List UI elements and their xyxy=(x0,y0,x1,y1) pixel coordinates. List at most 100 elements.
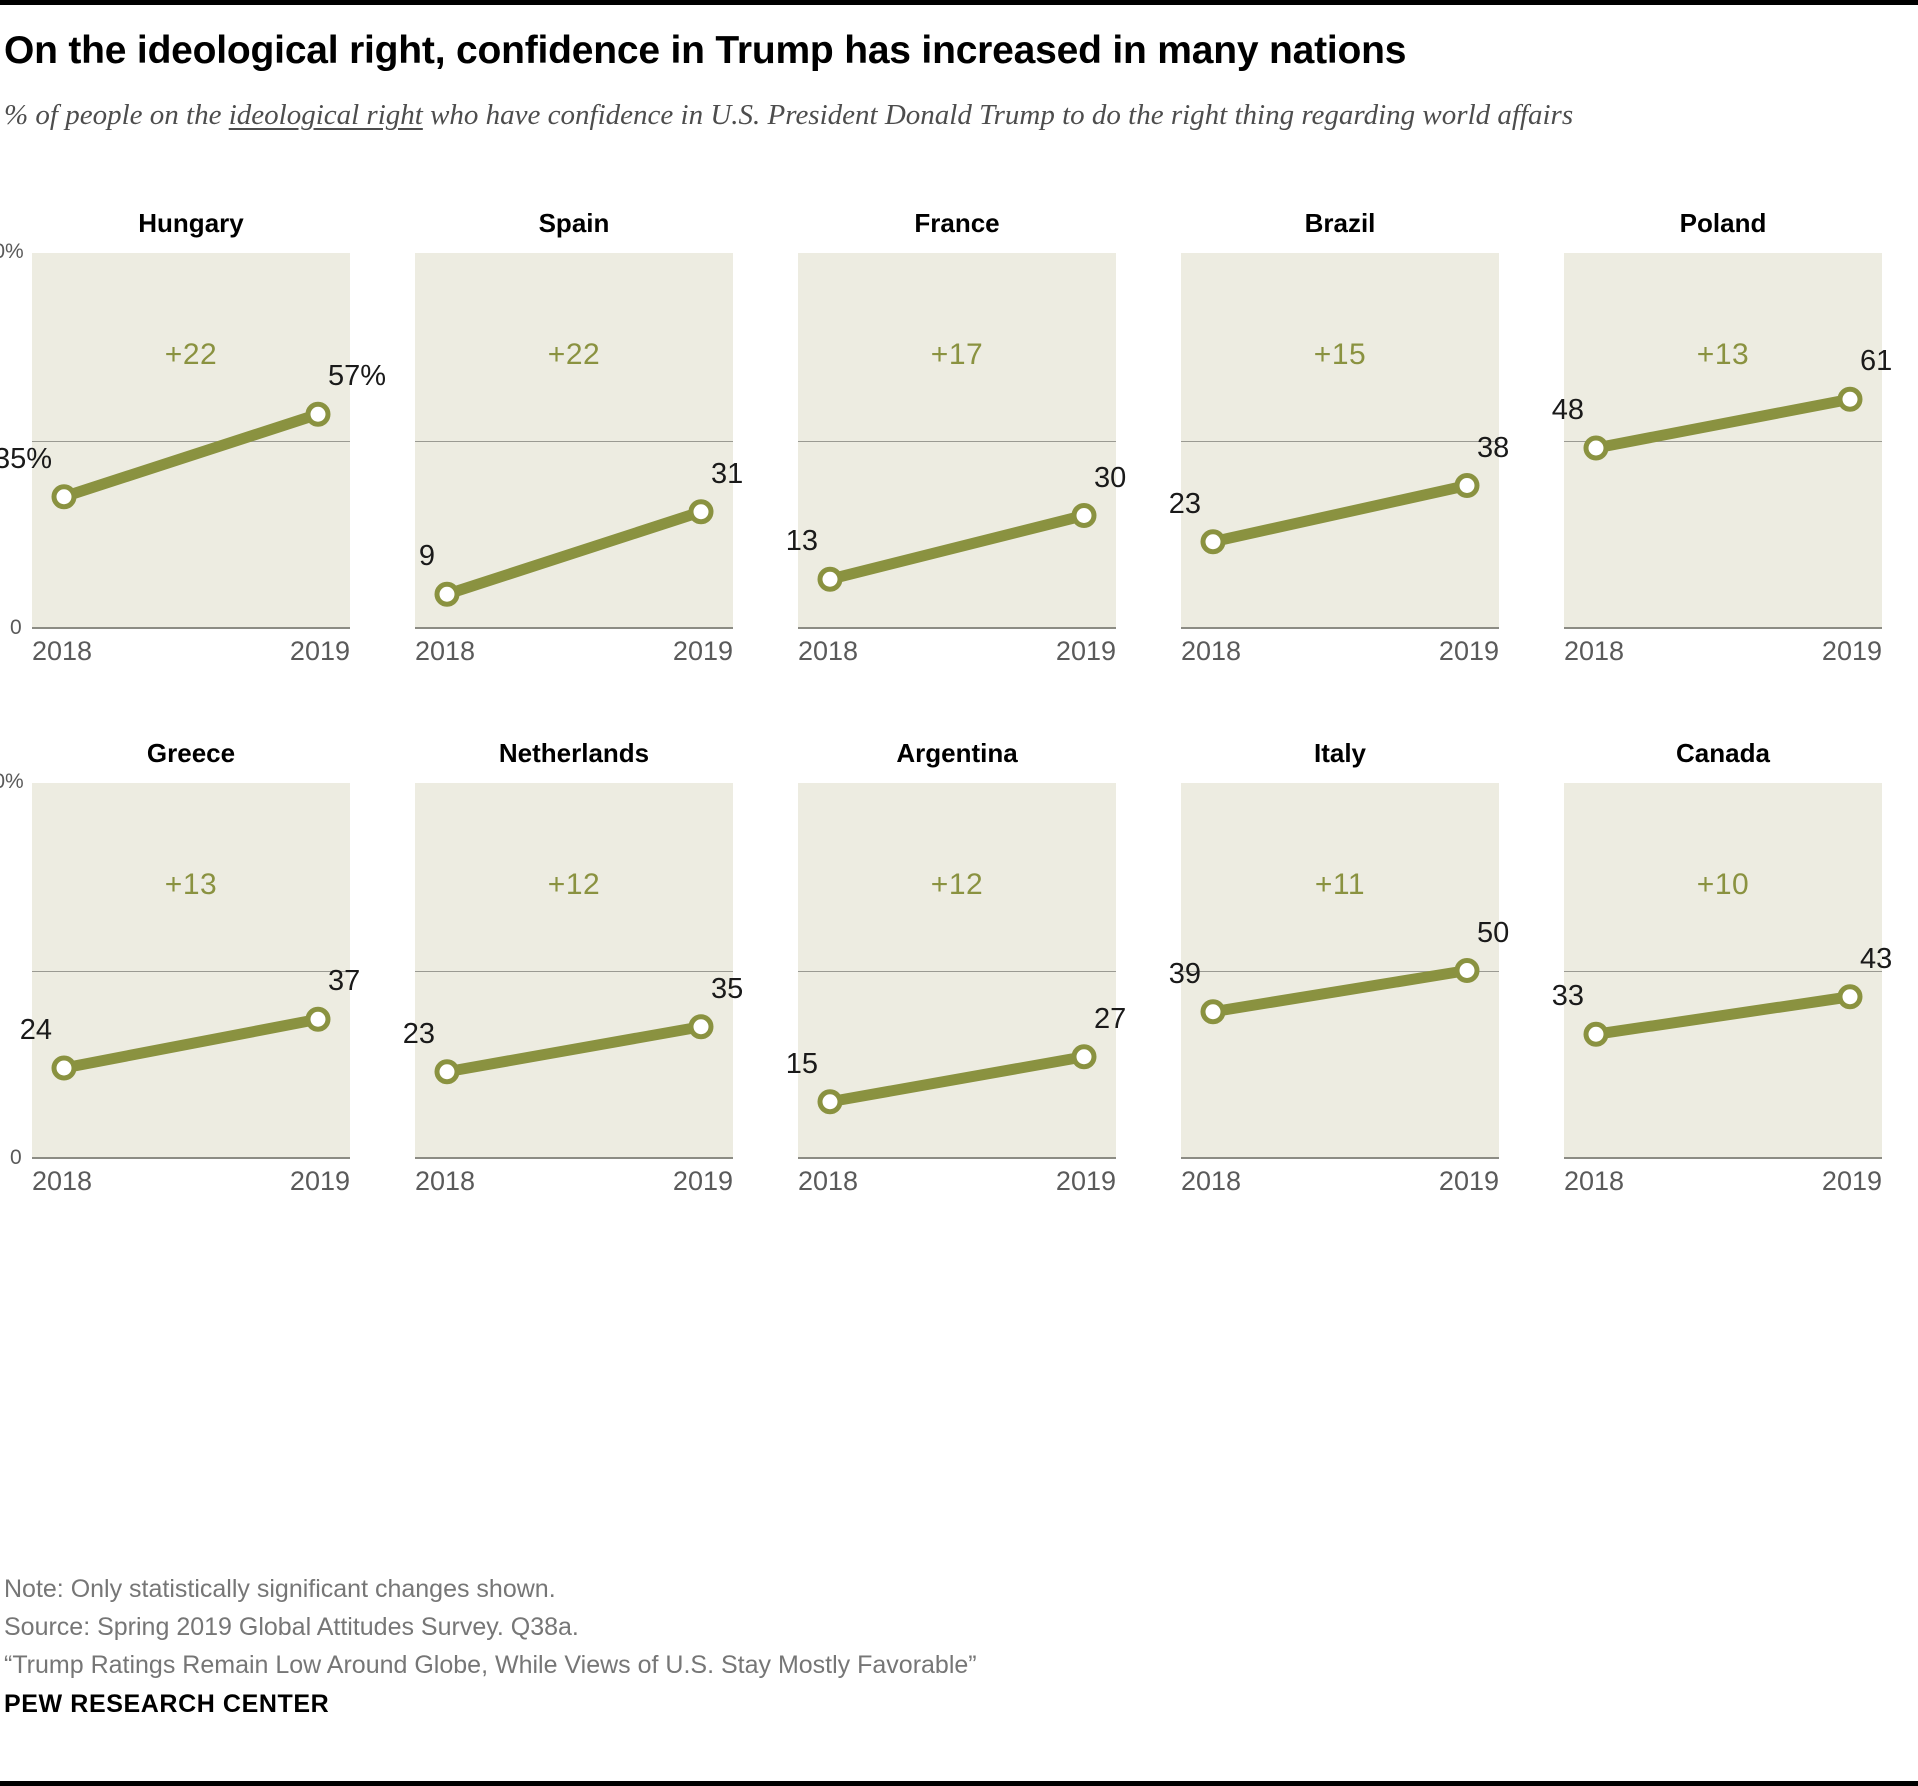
footer: Note: Only statistically significant cha… xyxy=(4,1570,1504,1684)
data-point-end xyxy=(305,401,331,427)
data-point-start xyxy=(51,1055,77,1081)
value-label-2019: 35 xyxy=(711,972,744,1005)
plot-area: +15 23 38 xyxy=(1169,253,1509,629)
change-annotation: +17 xyxy=(930,338,984,371)
chart-panel-france: France +17 13 30 2018 2019 xyxy=(786,200,1127,670)
x-axis-label-2019: 2019 xyxy=(672,1166,733,1196)
value-label-2018: 13 xyxy=(785,525,818,558)
panel-title-argentina: Argentina xyxy=(896,738,1018,768)
plot-area: +11 39 50 xyxy=(1169,783,1509,1159)
plot-area: +17 13 30 xyxy=(786,253,1126,629)
data-point-end xyxy=(1837,984,1863,1010)
change-annotation: +12 xyxy=(547,868,601,901)
chart-panel-netherlands: Netherlands +12 23 35 2018 2019 xyxy=(403,730,744,1200)
value-label-2018: 48 xyxy=(1551,394,1584,426)
plot-area: +12 23 35 xyxy=(403,783,743,1159)
gridline-50 xyxy=(415,970,733,972)
pew-research-center-brand: PEW RESEARCH CENTER xyxy=(4,1690,330,1718)
x-axis-baseline xyxy=(32,1157,350,1159)
plot-area: +22 9 31 xyxy=(415,253,743,629)
panel-title-hungary: Hungary xyxy=(138,208,244,238)
x-axis-baseline xyxy=(1181,627,1499,629)
plot-area: +13 48 61 xyxy=(1552,253,1892,629)
data-point-end xyxy=(1071,1044,1097,1070)
value-label-2018: 15 xyxy=(785,1047,818,1080)
value-label-2019: 61 xyxy=(1860,345,1893,378)
x-axis-label-2019: 2019 xyxy=(1055,636,1116,666)
x-axis-baseline xyxy=(798,1157,1116,1159)
x-axis-label-2019: 2019 xyxy=(289,636,350,666)
trend-line xyxy=(1200,958,1480,1025)
trend-line xyxy=(817,1044,1097,1115)
value-label-2018: 9 xyxy=(418,540,435,573)
value-label-2018: 23 xyxy=(402,1017,435,1050)
y-axis-label-0: 0 xyxy=(10,1146,22,1169)
chart-panel-canada: Canada +10 33 43 2018 2019 xyxy=(1552,730,1893,1200)
panel-title-spain: Spain xyxy=(538,208,610,238)
chart-panel-poland: Poland +13 48 61 2018 2019 xyxy=(1552,200,1893,670)
trend-line xyxy=(1200,473,1480,555)
change-annotation: +22 xyxy=(547,338,601,371)
data-point-start xyxy=(434,581,460,607)
x-axis-label-2018: 2018 xyxy=(798,636,859,666)
value-label-2019: 31 xyxy=(711,457,744,490)
panel-title-canada: Canada xyxy=(1676,738,1770,768)
x-axis-label-2018: 2018 xyxy=(32,1166,93,1196)
gridline-50 xyxy=(1181,440,1499,442)
data-point-start xyxy=(1583,1021,1609,1047)
gridline-50 xyxy=(1181,970,1499,972)
data-point-start xyxy=(1200,529,1226,555)
chart-row-2: Greece +13 24 37 100% 0 2018 2019 Netherlands +12… xyxy=(0,730,1918,1200)
data-point-start xyxy=(1583,435,1609,461)
chart-panel-greece: Greece +13 24 37 100% 0 2018 2019 xyxy=(0,730,360,1200)
chart-panel-italy: Italy +11 39 50 2018 2019 xyxy=(1169,730,1510,1200)
data-point-end xyxy=(1837,386,1863,412)
footer-note: Note: Only statistically significant cha… xyxy=(4,1575,556,1603)
x-axis-baseline xyxy=(415,627,733,629)
value-label-2019: 38 xyxy=(1477,431,1510,464)
x-axis-baseline xyxy=(32,627,350,629)
value-label-2018: 24 xyxy=(19,1014,52,1046)
gridline-50 xyxy=(32,440,350,442)
x-axis-label-2019: 2019 xyxy=(1821,636,1882,666)
panel-title-greece: Greece xyxy=(146,738,236,768)
x-axis-baseline xyxy=(415,1157,733,1159)
chart-panel-spain: Spain +22 9 31 2018 2019 xyxy=(415,200,743,670)
data-point-end xyxy=(305,1006,331,1032)
value-label-2018: 23 xyxy=(1168,487,1201,520)
value-label-2019: 50 xyxy=(1477,916,1510,949)
value-label-2018: 39 xyxy=(1168,957,1201,990)
x-axis-label-2018: 2018 xyxy=(415,636,476,666)
value-label-2019: 37 xyxy=(328,965,361,998)
footer-source: Source: Spring 2019 Global Attitudes Sur… xyxy=(4,1613,579,1641)
data-point-end xyxy=(1454,958,1480,983)
y-axis-label-0: 0 xyxy=(10,616,22,639)
value-label-2019: 43 xyxy=(1860,942,1893,975)
plot-area: +13 24 37 xyxy=(20,783,360,1159)
change-annotation: +11 xyxy=(1314,868,1366,901)
x-axis-label-2019: 2019 xyxy=(672,636,733,666)
y-axis-label-100: 100% xyxy=(0,240,24,263)
gridline-50 xyxy=(32,970,350,972)
trend-line xyxy=(434,1014,714,1085)
change-annotation: +13 xyxy=(1696,338,1750,371)
data-point-start xyxy=(1200,999,1226,1025)
top-rule xyxy=(0,0,1918,5)
page-title: On the ideological right, confidence in … xyxy=(4,29,1407,72)
x-axis-baseline xyxy=(1181,1157,1499,1159)
x-axis-label-2019: 2019 xyxy=(1821,1166,1882,1196)
change-annotation: +22 xyxy=(164,338,218,371)
data-point-start xyxy=(51,484,77,510)
panel-title-france: France xyxy=(914,208,1000,238)
gridline-50 xyxy=(1564,970,1882,972)
plot-area: +22 35% 57% xyxy=(0,253,386,629)
page-subtitle: % of people on the ideological right who… xyxy=(4,95,1794,136)
value-label-2019: 30 xyxy=(1094,461,1127,494)
subtitle-emphasis: ideological right xyxy=(228,99,423,131)
chart-panel-brazil: Brazil +15 23 38 2018 2019 xyxy=(1169,200,1510,670)
trend-line xyxy=(1583,386,1863,461)
chart-row-1: Hungary +22 35% 57% 100% 0 2018 2019 Spain +22 9 31… xyxy=(0,200,1918,670)
trend-line xyxy=(51,1006,331,1081)
value-label-2019: 57% xyxy=(328,360,387,393)
